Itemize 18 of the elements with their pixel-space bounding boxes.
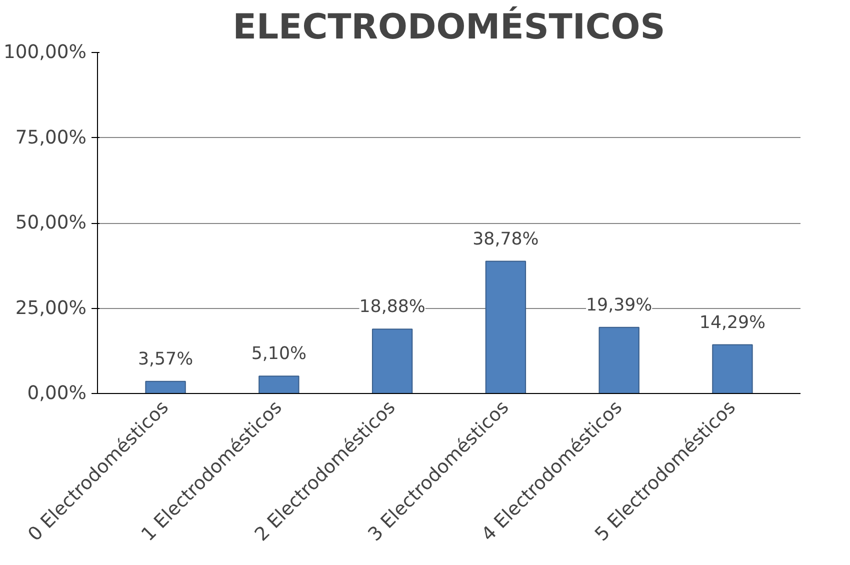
bar <box>598 326 640 394</box>
data-label: 19,39% <box>586 295 652 316</box>
y-tick-label: 100,00% <box>3 42 87 63</box>
y-tick-label: 50,00% <box>15 212 87 234</box>
bar <box>712 344 753 394</box>
bar <box>372 328 413 394</box>
bar <box>145 380 186 394</box>
y-tick-label: 0,00% <box>27 383 87 404</box>
bar <box>485 260 526 394</box>
data-label: 14,29% <box>699 312 766 333</box>
data-label: 3,57% <box>138 349 194 370</box>
data-label: 5,10% <box>251 344 306 364</box>
chart-title: ELECTRODOMÉSTICOS <box>232 6 666 48</box>
bar <box>258 376 300 394</box>
data-label: 18,88% <box>359 297 426 318</box>
data-label: 38,78% <box>472 229 539 250</box>
y-tick-label: 25,00% <box>15 298 87 319</box>
y-tick-label: 75,00% <box>15 127 87 148</box>
